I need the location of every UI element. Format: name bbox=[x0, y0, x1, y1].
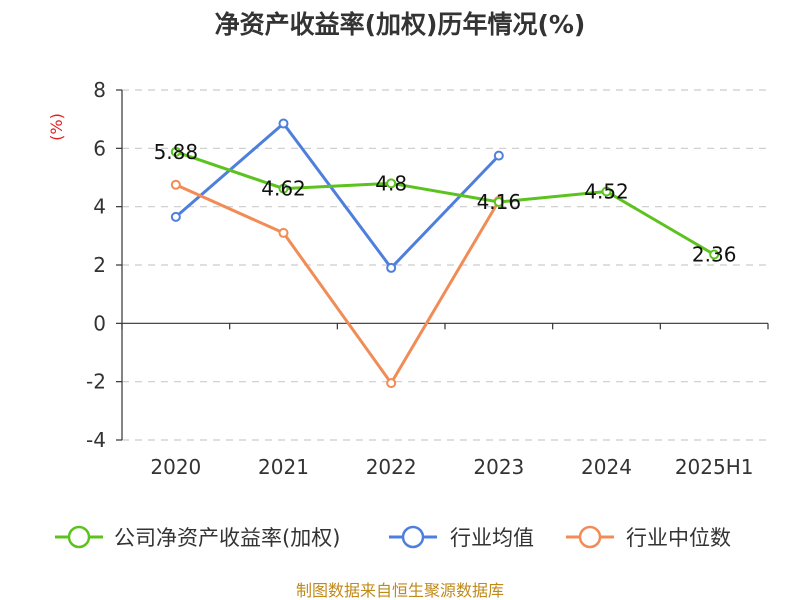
data-point bbox=[386, 262, 397, 273]
x-tick-label: 2023 bbox=[473, 455, 524, 479]
series-layer bbox=[170, 118, 720, 389]
data-label-layer: 5.88 4.62 4.8 4.16 4.52 2.36 bbox=[154, 140, 737, 267]
y-tick-label: -4 bbox=[86, 428, 106, 452]
data-label: 4.62 bbox=[261, 177, 306, 201]
data-point bbox=[493, 197, 504, 207]
series-line bbox=[175, 183, 501, 385]
data-point bbox=[493, 150, 504, 161]
data-point bbox=[709, 249, 720, 260]
x-tick-label: 2024 bbox=[581, 455, 632, 479]
data-point bbox=[386, 178, 397, 189]
y-axis-unit-label: (%) bbox=[47, 113, 66, 141]
data-point bbox=[278, 118, 289, 129]
legend-marker-swatch bbox=[67, 525, 91, 549]
y-tick-label: -2 bbox=[86, 370, 106, 394]
legend-label: 行业中位数 bbox=[626, 526, 731, 550]
x-tick-label: 2021 bbox=[258, 455, 309, 479]
x-tick-label: 2020 bbox=[150, 455, 201, 479]
axis-layer: 8 6 4 2 0 -2 -4 2020 2021 2022 2023 2024 2025H1 bbox=[86, 78, 769, 479]
data-label: 5.88 bbox=[154, 140, 199, 164]
series-line bbox=[174, 122, 500, 270]
data-point bbox=[386, 378, 397, 389]
y-tick-label: 4 bbox=[93, 195, 106, 219]
legend-label: 公司净资产收益率(加权) bbox=[114, 526, 340, 550]
chart-title: 净资产收益率(加权)历年情况(%) bbox=[215, 10, 586, 39]
data-label: 4.8 bbox=[375, 171, 407, 195]
data-label: 2.36 bbox=[692, 243, 737, 267]
y-tick-label: 8 bbox=[93, 78, 106, 102]
x-tick-label: 2025H1 bbox=[675, 455, 754, 479]
data-point bbox=[170, 146, 181, 157]
y-tick-label: 0 bbox=[93, 311, 106, 335]
data-point bbox=[278, 183, 289, 194]
legend-label: 行业均值 bbox=[450, 526, 534, 550]
series-line bbox=[175, 150, 715, 256]
data-point bbox=[601, 186, 612, 197]
y-tick-label: 6 bbox=[93, 136, 106, 160]
data-label: 4.16 bbox=[477, 190, 522, 214]
legend-marker-swatch bbox=[401, 525, 425, 549]
legend: 公司净资产收益率(加权) 行业均值 行业中位数 bbox=[55, 525, 731, 550]
data-label: 4.52 bbox=[584, 180, 629, 204]
data-point bbox=[278, 227, 289, 238]
data-point bbox=[170, 179, 181, 190]
source-note: 制图数据来自恒生聚源数据库 bbox=[296, 581, 504, 600]
y-tick-label: 2 bbox=[93, 253, 106, 277]
x-tick-label: 2022 bbox=[366, 455, 417, 479]
data-point bbox=[170, 211, 181, 222]
legend-marker-swatch bbox=[578, 525, 602, 549]
grid-layer bbox=[122, 89, 768, 441]
